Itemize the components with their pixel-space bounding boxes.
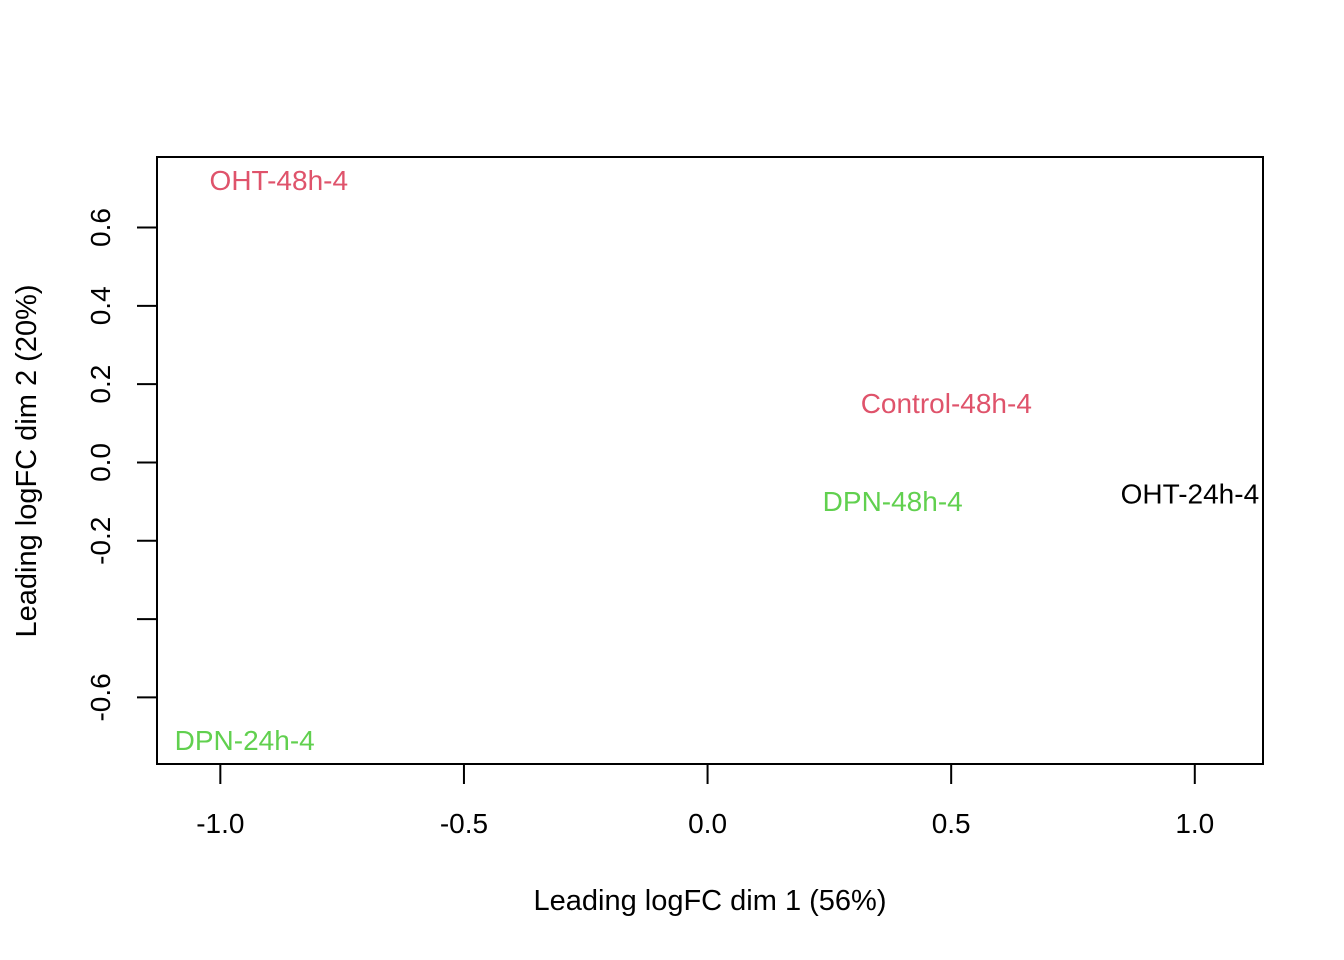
y-tick-label: 0.6	[85, 208, 116, 247]
y-axis-title: Leading logFC dim 2 (20%)	[11, 284, 43, 637]
x-tick-label: 1.0	[1175, 808, 1214, 839]
sample-label: DPN-48h-4	[823, 486, 963, 517]
y-tick-label: 0.0	[85, 443, 116, 482]
y-tick-label: 0.2	[85, 365, 116, 404]
x-tick-label: 0.5	[932, 808, 971, 839]
sample-label: OHT-48h-4	[210, 165, 349, 196]
x-axis: -1.0 -0.5 0.0 0.5 1.0	[196, 764, 1214, 839]
x-tick-label: -0.5	[440, 808, 488, 839]
y-tick-label: -0.2	[85, 517, 116, 565]
sample-label: DPN-24h-4	[175, 725, 315, 756]
y-axis: 0.6 0.4 0.2 0.0 -0.2 -0.6	[85, 208, 157, 722]
x-axis-title: Leading logFC dim 1 (56%)	[533, 885, 886, 917]
sample-label: Control-48h-4	[861, 388, 1032, 419]
x-tick-label: 0.0	[688, 808, 727, 839]
point-labels: OHT-48h-4 Control-48h-4 DPN-48h-4 OHT-24h-4…	[175, 165, 1259, 756]
plot-frame	[156, 156, 1264, 765]
y-tick-label: -0.6	[85, 673, 116, 721]
x-tick-label: -1.0	[196, 808, 244, 839]
sample-label: OHT-24h-4	[1121, 478, 1260, 509]
y-tick-label: 0.4	[85, 286, 116, 325]
